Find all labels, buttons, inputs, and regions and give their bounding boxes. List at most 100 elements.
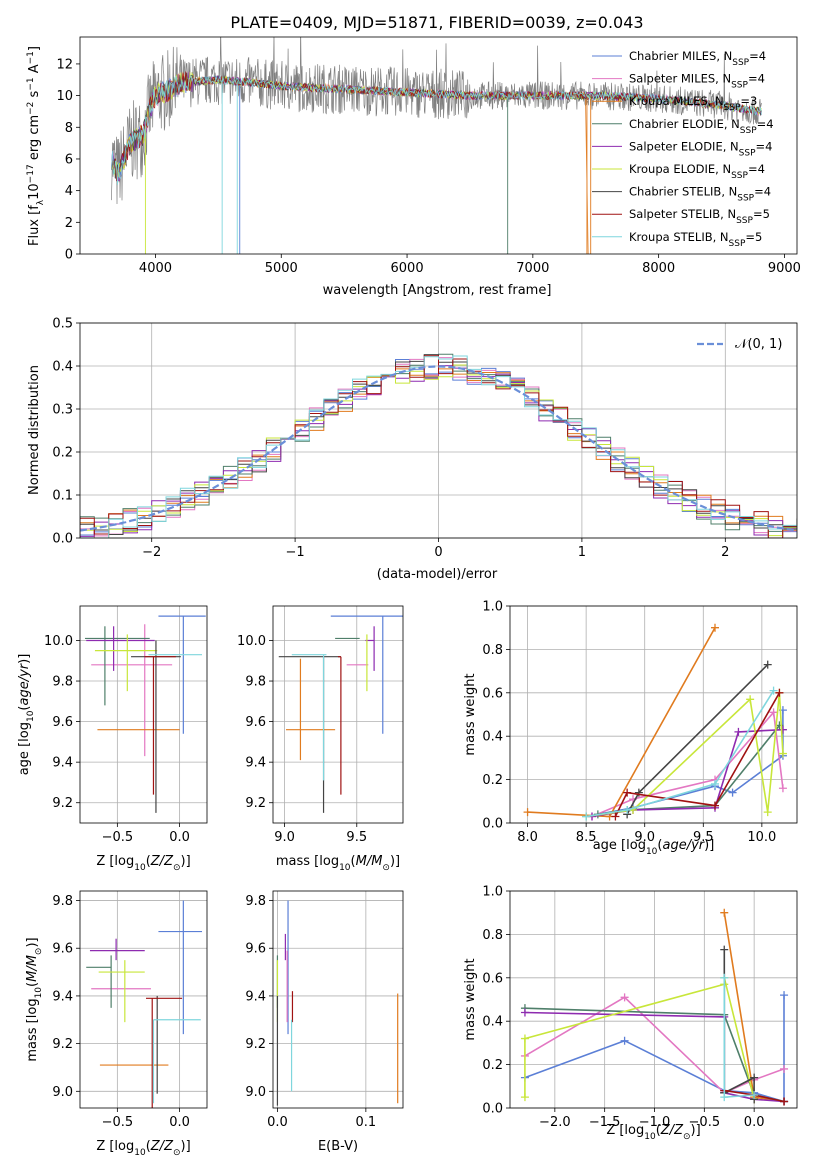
weight-point-marker — [780, 991, 789, 1000]
spectrum-ytick-label: 0 — [65, 248, 73, 263]
errorbar-point — [278, 656, 341, 813]
z_age-plot — [84, 615, 206, 813]
ebv_mass-frame — [272, 890, 404, 1109]
mass_age-ytick-label: 9.4 — [245, 756, 266, 771]
z_weight-plot — [520, 908, 789, 1106]
z_mass-ytick-label: 9.2 — [52, 1037, 73, 1052]
z_mass-xtick-label: 0.0 — [169, 1115, 190, 1130]
legend-label: Salpeter MILES, NSSP=4 — [629, 72, 765, 91]
z_weight-ytick-label: 0.4 — [482, 1015, 503, 1030]
z_mass-frame — [79, 890, 208, 1109]
z_weight-ytick-label: 1.0 — [482, 885, 503, 900]
weight-point-marker — [778, 725, 787, 734]
errorbar-point — [131, 640, 181, 813]
ebv_mass-plot — [276, 900, 399, 1106]
z_mass-ytick-label: 9.0 — [52, 1085, 73, 1100]
errorbar-point — [144, 656, 176, 795]
legend-label: Chabrier ELODIE, NSSP=4 — [629, 117, 774, 136]
z_weight-xtick-label: −0.5 — [689, 1115, 721, 1130]
weight-point-marker — [746, 695, 755, 704]
spectrum-frame — [79, 36, 798, 255]
spectrum-xlabel: wavelength [Angstrom, rest frame] — [323, 283, 552, 298]
residuals-frame — [79, 322, 798, 539]
errorbar-point — [158, 900, 203, 1035]
weight-point-marker — [611, 812, 620, 821]
weight-point-marker — [634, 788, 643, 797]
mass_age-xtick-label: 9.5 — [346, 830, 367, 845]
age_weight-xtick-label: 8.0 — [517, 830, 538, 845]
weight-point-marker — [711, 779, 719, 788]
legend-label: Kroupa STELIB, NSSP=5 — [629, 230, 762, 249]
residuals-xtick-label: 0 — [434, 545, 442, 560]
z_age-xtick-label: 0.0 — [169, 830, 190, 845]
legend-label: Salpeter ELODIE, NSSP=4 — [629, 139, 772, 158]
weight-point-marker — [711, 801, 719, 810]
legend-label: 𝒩(0, 1) — [735, 337, 782, 352]
z_weight-xtick-label: −1.5 — [589, 1115, 621, 1130]
weight-point-marker — [728, 788, 737, 797]
z_age-ylabel: age [log10(age/yr)] — [17, 654, 36, 776]
age_weight-ytick-label: 0.2 — [482, 773, 503, 788]
weight-point-marker — [775, 688, 784, 697]
errorbar-point — [98, 960, 145, 1023]
weight-series-line — [614, 692, 781, 817]
z_mass-ylabel: mass [log10(M/M⊙)] — [25, 937, 44, 1061]
weight-point-marker — [769, 708, 778, 717]
errorbar-point — [152, 1019, 201, 1104]
residuals-ytick-label: 0.4 — [52, 360, 73, 375]
weight-point-marker — [523, 808, 532, 817]
residuals-plot — [80, 353, 797, 538]
age_weight-plot — [523, 623, 787, 821]
weight-point-marker — [520, 1093, 529, 1102]
weight-point-marker — [720, 908, 729, 917]
residuals-xtick-label: −1 — [286, 545, 305, 560]
z_age-ytick-label: 9.4 — [52, 756, 73, 771]
spectrum-xtick-label: 5000 — [265, 261, 298, 276]
spectrum-ytick-label: 10 — [56, 89, 73, 104]
weight-series-line — [524, 977, 755, 1100]
z_weight-xtick-label: −1.0 — [639, 1115, 671, 1130]
z_age-ytick-label: 10.0 — [44, 634, 73, 649]
z_weight-ytick-label: 0.6 — [482, 971, 503, 986]
mass_age-plot — [278, 615, 403, 813]
weight-point-marker — [623, 788, 632, 797]
mass_age-axes: 9.0 9.5 9.2 9.4 9.6 9.8 10.0 — [237, 606, 403, 845]
ebv_mass-xlabel: E(B-V) — [318, 1139, 358, 1154]
legend-label: Chabrier STELIB, NSSP=4 — [629, 185, 771, 204]
z_mass-plot — [86, 900, 203, 1108]
age_weight-xtick-label: 8.5 — [576, 830, 597, 845]
z_weight-ytick-label: 0.8 — [482, 928, 503, 943]
age_weight-axes: 8.0 8.5 9.0 9.5 10.0 0.0 0.2 0.4 0.6 0.8 1.0 — [482, 600, 797, 845]
weight-point-marker — [734, 727, 743, 736]
weight-point-marker — [620, 993, 629, 1002]
errorbar-point — [145, 997, 183, 1108]
residuals-ylabel: Normed distribution — [27, 365, 42, 495]
residuals-xtick-label: 1 — [578, 545, 586, 560]
z_age-frame — [79, 605, 208, 824]
spectrum-ytick-label: 6 — [65, 152, 73, 167]
errorbar-point — [158, 615, 206, 734]
legend-label: Kroupa ELODIE, NSSP=4 — [629, 162, 765, 181]
spectrum-legend: Chabrier MILES, NSSP=4 Salpeter MILES, NS… — [592, 49, 774, 249]
residuals-ytick-label: 0.2 — [52, 446, 73, 461]
age_weight-ytick-label: 1.0 — [482, 600, 503, 615]
weight-point-marker — [778, 749, 787, 758]
z_age-axes: −0.5 0.0 9.2 9.4 9.6 9.8 10.0 — [44, 606, 207, 845]
z_mass-axes: −0.5 0.0 9.0 9.2 9.4 9.6 9.8 — [52, 891, 207, 1130]
ebv_mass-axes: 0.0 0.1 9.0 9.2 9.4 9.6 9.8 — [245, 891, 403, 1130]
mass_age-ytick-label: 10.0 — [237, 634, 266, 649]
mass_age-frame — [272, 605, 404, 824]
spectrum-ytick-label: 8 — [65, 121, 73, 136]
z_weight-frame — [509, 890, 798, 1109]
weight-point-marker — [769, 686, 778, 695]
legend-label: Kroupa MILES, NSSP=3 — [629, 94, 757, 113]
errorbar-point — [89, 938, 145, 961]
z_weight-xtick-label: 0.0 — [744, 1115, 765, 1130]
residuals-ytick-label: 0.3 — [52, 403, 73, 418]
weight-point-marker — [720, 1093, 729, 1102]
weight-point-marker — [780, 1097, 789, 1106]
weight-point-marker — [780, 1064, 789, 1073]
age_weight-xtick-label: 9.0 — [634, 830, 655, 845]
residuals-ytick-label: 0.0 — [52, 532, 73, 547]
